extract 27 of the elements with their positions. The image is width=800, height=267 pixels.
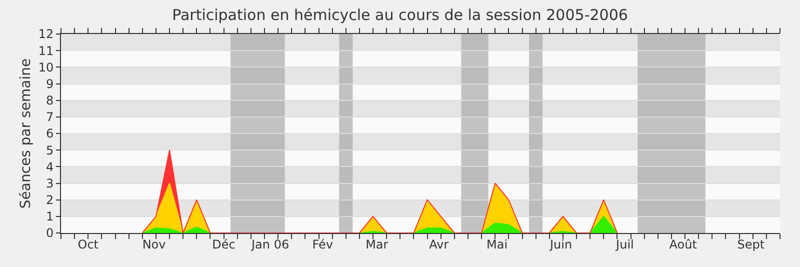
y-tick-label: 0 xyxy=(46,226,54,240)
y-tick-label: 1 xyxy=(46,210,54,224)
y-tick-label: 5 xyxy=(46,143,54,158)
x-tick-label: Juin xyxy=(548,237,572,252)
x-tick-label: Jan 06 xyxy=(250,237,290,252)
x-tick-label: Juil xyxy=(615,237,634,252)
y-tick-label: 3 xyxy=(46,176,54,190)
x-tick-label: Oct xyxy=(78,237,99,252)
x-tick-label: Avr xyxy=(429,237,449,252)
y-tick-label: 2 xyxy=(46,193,54,208)
x-tick-label: Mai xyxy=(486,237,508,252)
y-tick-label: 6 xyxy=(46,126,54,141)
y-tick-label: 10 xyxy=(38,60,54,74)
y-tick-label: 12 xyxy=(38,27,54,42)
x-tick-label: Mar xyxy=(366,237,388,252)
y-tick-label: 7 xyxy=(46,110,54,124)
y-axis-title: Séances par semaine xyxy=(18,58,34,209)
x-tick-label: Déc xyxy=(212,237,236,252)
x-tick-label: Sept xyxy=(737,237,765,252)
chart-title: Participation en hémicycle au cours de la session 2005-2006 xyxy=(172,6,628,24)
x-tick-label: Août xyxy=(669,237,698,252)
y-tick-label: 4 xyxy=(46,160,54,174)
x-tick-label: Nov xyxy=(142,237,166,252)
y-tick-label: 8 xyxy=(46,94,54,108)
x-tick-label: Fév xyxy=(312,237,333,252)
y-tick-label: 11 xyxy=(38,44,54,58)
y-tick-label: 9 xyxy=(46,76,54,91)
